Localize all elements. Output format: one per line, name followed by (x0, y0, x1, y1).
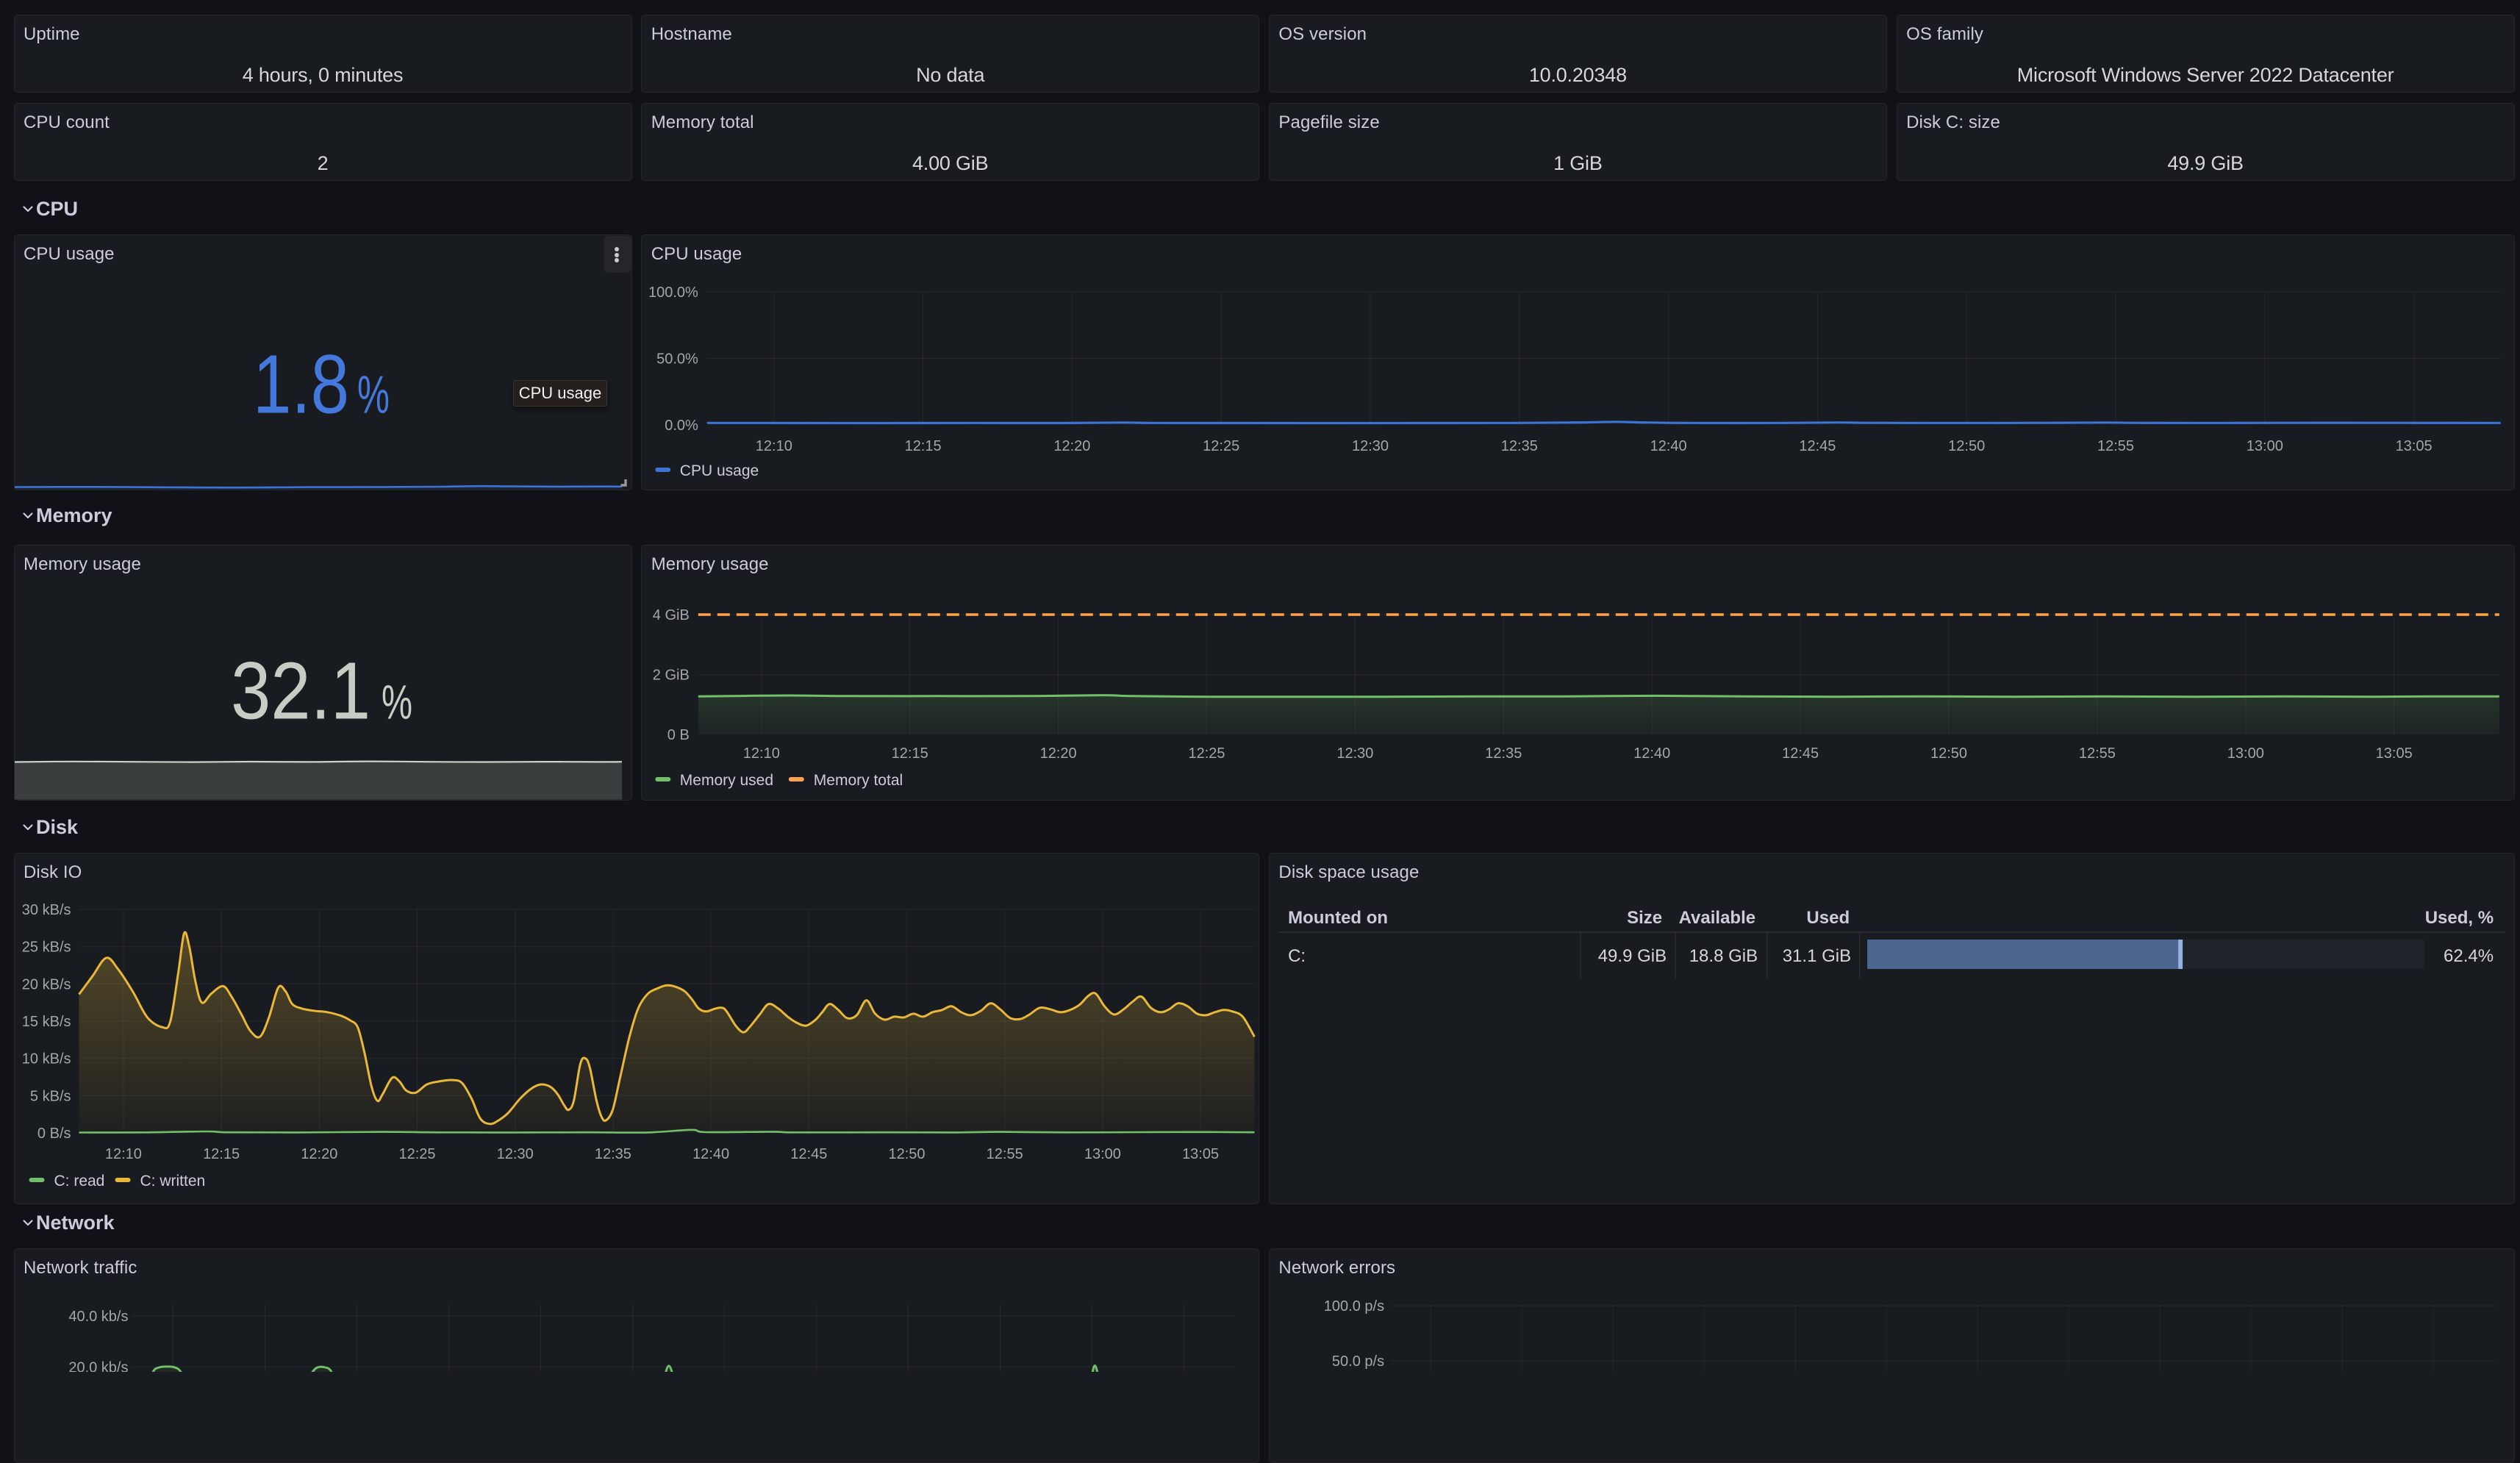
svg-text:12:15: 12:15 (892, 745, 928, 762)
svg-text:0 B/s: 0 B/s (37, 1126, 71, 1142)
svg-text:12:20: 12:20 (1040, 745, 1077, 762)
svg-text:12:15: 12:15 (905, 438, 942, 454)
svg-text:4 GiB: 4 GiB (653, 607, 690, 623)
svg-text:12:45: 12:45 (1800, 438, 1836, 454)
svg-text:13:05: 13:05 (2396, 438, 2433, 454)
svg-text:12:55: 12:55 (2079, 745, 2116, 762)
svg-text:13:00: 13:00 (1084, 1146, 1120, 1162)
svg-text:12:40: 12:40 (1650, 438, 1687, 454)
svg-text:Used, %: Used, % (2425, 908, 2494, 928)
svg-text:12:25: 12:25 (1189, 745, 1225, 762)
svg-text:12:40: 12:40 (1633, 745, 1670, 762)
svg-text:0 B: 0 B (667, 727, 690, 743)
svg-text:12:35: 12:35 (1485, 745, 1522, 762)
svg-text:Available: Available (1678, 908, 1755, 928)
svg-text:100.0%: 100.0% (648, 285, 698, 301)
svg-text:5 kB/s: 5 kB/s (29, 1088, 71, 1104)
svg-text:13:00: 13:00 (2247, 438, 2283, 454)
svg-text:12:25: 12:25 (398, 1146, 435, 1162)
svg-text:20.0 kb/s: 20.0 kb/s (68, 1359, 128, 1372)
svg-text:49.9 GiB: 49.9 GiB (1598, 946, 1667, 966)
svg-text:12:30: 12:30 (1352, 438, 1389, 454)
svg-text:10 kB/s: 10 kB/s (21, 1051, 71, 1067)
svg-text:C: written: C: written (140, 1173, 205, 1190)
svg-text:C:: C: (1288, 946, 1306, 966)
svg-text:12:50: 12:50 (1930, 745, 1967, 762)
svg-text:18.8 GiB: 18.8 GiB (1689, 946, 1758, 966)
svg-text:50.0%: 50.0% (656, 351, 698, 368)
svg-text:12:55: 12:55 (986, 1146, 1023, 1162)
svg-text:12:40: 12:40 (692, 1146, 729, 1162)
svg-text:12:30: 12:30 (1337, 745, 1374, 762)
svg-text:12:20: 12:20 (301, 1146, 337, 1162)
svg-text:%: % (382, 675, 412, 729)
svg-text:12:10: 12:10 (104, 1146, 141, 1162)
svg-text:32.1: 32.1 (231, 646, 371, 737)
svg-text:30 kB/s: 30 kB/s (21, 902, 71, 918)
svg-text:20 kB/s: 20 kB/s (21, 976, 71, 992)
svg-text:12:30: 12:30 (496, 1146, 533, 1162)
svg-text:12:15: 12:15 (203, 1146, 240, 1162)
svg-text:50.0 p/s: 50.0 p/s (1332, 1353, 1384, 1370)
svg-text:Memory total: Memory total (814, 772, 903, 789)
svg-text:Mounted on: Mounted on (1288, 908, 1388, 928)
svg-text:12:10: 12:10 (743, 745, 780, 762)
svg-text:12:50: 12:50 (888, 1146, 925, 1162)
svg-text:12:25: 12:25 (1203, 438, 1239, 454)
svg-text:1.8: 1.8 (253, 338, 349, 431)
svg-text:12:55: 12:55 (2097, 438, 2134, 454)
svg-text:Size: Size (1627, 908, 1662, 928)
svg-text:Memory used: Memory used (680, 772, 773, 789)
svg-text:62.4%: 62.4% (2444, 946, 2494, 966)
svg-text:%: % (357, 366, 390, 425)
svg-text:13:05: 13:05 (2376, 745, 2413, 762)
svg-text:12:35: 12:35 (1501, 438, 1538, 454)
svg-text:31.1 GiB: 31.1 GiB (1783, 946, 1851, 966)
svg-text:100.0 p/s: 100.0 p/s (1324, 1298, 1384, 1314)
svg-text:12:45: 12:45 (1782, 745, 1819, 762)
svg-text:13:05: 13:05 (1182, 1146, 1219, 1162)
svg-text:12:35: 12:35 (594, 1146, 631, 1162)
svg-text:C: read: C: read (54, 1173, 104, 1190)
svg-text:15 kB/s: 15 kB/s (21, 1014, 71, 1030)
svg-text:12:10: 12:10 (756, 438, 792, 454)
svg-text:13:00: 13:00 (2227, 745, 2264, 762)
svg-text:2 GiB: 2 GiB (653, 668, 690, 684)
svg-text:25 kB/s: 25 kB/s (21, 940, 71, 956)
svg-text:0.0%: 0.0% (665, 418, 698, 434)
svg-text:12:50: 12:50 (1948, 438, 1985, 454)
svg-text:12:20: 12:20 (1054, 438, 1091, 454)
svg-text:40.0 kb/s: 40.0 kb/s (68, 1309, 128, 1325)
svg-text:12:45: 12:45 (790, 1146, 827, 1162)
svg-text:CPU usage: CPU usage (680, 462, 759, 479)
svg-text:Used: Used (1806, 908, 1850, 928)
